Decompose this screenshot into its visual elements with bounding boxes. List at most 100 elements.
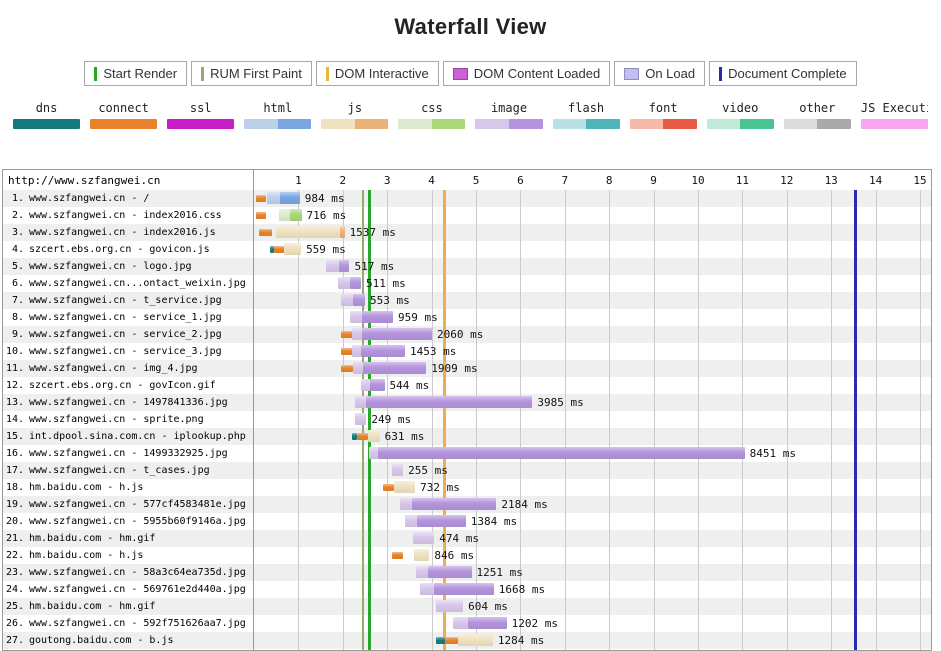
- waterfall-bar-dns[interactable]: [270, 246, 274, 253]
- waterfall-bar-image_light[interactable]: [453, 617, 468, 629]
- request-row[interactable]: 3. www.szfangwei.cn - index2016.js: [3, 224, 253, 241]
- waterfall-bar-image_dark[interactable]: [412, 498, 497, 510]
- event-legend-item-start-render: Start Render: [84, 61, 188, 86]
- waterfall-bar-html_light[interactable]: [267, 192, 280, 204]
- waterfall-bar-image_light[interactable]: [326, 260, 339, 272]
- request-row[interactable]: 5. www.szfangwei.cn - logo.jpg: [3, 258, 253, 275]
- waterfall-bar-image_dark[interactable]: [352, 294, 365, 306]
- request-row[interactable]: 25. hm.baidu.com - hm.gif: [3, 598, 253, 615]
- waterfall-bar-image_light[interactable]: [436, 600, 464, 612]
- waterfall-bar-image_dark[interactable]: [369, 379, 385, 391]
- request-row[interactable]: 18. hm.baidu.com - h.js: [3, 479, 253, 496]
- waterfall-bar-image_light[interactable]: [391, 464, 404, 476]
- request-row[interactable]: 1. www.szfangwei.cn - /: [3, 190, 253, 207]
- waterfall-bar-image_light[interactable]: [404, 515, 417, 527]
- waterfall-bar-image_light[interactable]: [350, 311, 362, 323]
- waterfall-bar-html_dark[interactable]: [279, 192, 300, 204]
- waterfall-bar-image_dark[interactable]: [361, 345, 405, 357]
- request-row[interactable]: 10. www.szfangwei.cn - service_3.jpg: [3, 343, 253, 360]
- phase-legend-swatch: [629, 119, 697, 129]
- request-number: 25.: [5, 601, 24, 612]
- waterfall-bar-connect[interactable]: [256, 212, 266, 219]
- request-row[interactable]: 7. www.szfangwei.cn - t_service.jpg: [3, 292, 253, 309]
- waterfall-bar-dns[interactable]: [435, 637, 446, 644]
- waterfall-bar-image_dark[interactable]: [361, 311, 393, 323]
- waterfall-bar-image_dark[interactable]: [363, 362, 427, 374]
- request-row[interactable]: 2. www.szfangwei.cn - index2016.css: [3, 207, 253, 224]
- waterfall-bar-image_dark[interactable]: [366, 396, 533, 408]
- waterfall-bar-image_dark[interactable]: [361, 328, 433, 340]
- waterfall-bar-connect[interactable]: [259, 229, 272, 236]
- waterfall-bar-image_dark[interactable]: [416, 515, 466, 527]
- waterfall-bar-image_light[interactable]: [369, 447, 378, 459]
- waterfall-bar-connect[interactable]: [445, 637, 459, 644]
- waterfall-bar-image_light[interactable]: [351, 328, 362, 340]
- gridline: [698, 190, 699, 650]
- waterfall-bar-image_light[interactable]: [355, 396, 367, 408]
- waterfall-bar-image_light[interactable]: [416, 566, 429, 578]
- request-row[interactable]: 12. szcert.ebs.org.cn - govIcon.gif: [3, 377, 253, 394]
- waterfall-bar-image_light[interactable]: [351, 345, 362, 357]
- request-row[interactable]: 21. hm.baidu.com - hm.gif: [3, 530, 253, 547]
- waterfall-bar-connect[interactable]: [273, 246, 284, 253]
- phase-legend-swatch: [244, 119, 312, 129]
- waterfall-bar-connect[interactable]: [341, 365, 353, 372]
- waterfall-bar-image_dark[interactable]: [338, 260, 350, 272]
- waterfall-bar-connect[interactable]: [382, 484, 394, 491]
- row-stripe: [3, 190, 931, 207]
- request-row[interactable]: 15. int.dpool.sina.com.cn - iplookup.php: [3, 428, 253, 445]
- waterfall-bar-js_light[interactable]: [283, 243, 302, 255]
- waterfall-bar-connect[interactable]: [340, 348, 352, 355]
- waterfall-bar-js_light[interactable]: [276, 226, 340, 238]
- waterfall-bar-connect[interactable]: [340, 331, 352, 338]
- waterfall-bar-js_dark[interactable]: [339, 226, 345, 238]
- request-row[interactable]: 26. www.szfangwei.cn - 592f751626aa7.jpg: [3, 615, 253, 632]
- request-number: 24.: [5, 584, 24, 595]
- waterfall-bar-image_light[interactable]: [338, 277, 351, 289]
- waterfall-bar-js_light[interactable]: [367, 430, 380, 442]
- request-row[interactable]: 27. goutong.baidu.com - b.js: [3, 632, 253, 649]
- axis-tick-label: 4: [428, 174, 435, 187]
- waterfall-bar-connect[interactable]: [391, 552, 404, 559]
- waterfall-bar-image_light[interactable]: [399, 498, 413, 510]
- waterfall-bar-image_light[interactable]: [360, 379, 370, 391]
- axis-tick-label: 5: [472, 174, 480, 187]
- waterfall-bar-dns[interactable]: [351, 433, 358, 440]
- waterfall-bar-image_dark[interactable]: [428, 566, 472, 578]
- duration-label: 1202 ms: [511, 617, 558, 630]
- request-row[interactable]: 6. www.szfangwei.cn...ontact_weixin.jpg: [3, 275, 253, 292]
- waterfall-bar-image_light[interactable]: [413, 532, 435, 544]
- request-row[interactable]: 9. www.szfangwei.cn - service_2.jpg: [3, 326, 253, 343]
- request-row[interactable]: 4. szcert.ebs.org.cn - govicon.js: [3, 241, 253, 258]
- duration-label: 1384 ms: [470, 515, 518, 528]
- phase-legend-item-html: html: [239, 101, 316, 129]
- request-row[interactable]: 16. www.szfangwei.cn - 1499332925.jpg: [3, 445, 253, 462]
- request-row[interactable]: 11. www.szfangwei.cn - img_4.jpg: [3, 360, 253, 377]
- waterfall-bar-image_dark[interactable]: [467, 617, 507, 629]
- request-row[interactable]: 8. www.szfangwei.cn - service_1.jpg: [3, 309, 253, 326]
- duration-label: 2184 ms: [501, 498, 548, 511]
- waterfall-bar-js_light[interactable]: [413, 549, 430, 561]
- request-row[interactable]: 19. www.szfangwei.cn - 577cf4583481e.jpg: [3, 496, 253, 513]
- waterfall-bar-image_dark[interactable]: [350, 277, 361, 289]
- request-row[interactable]: 24. www.szfangwei.cn - 569761e2d440a.jpg: [3, 581, 253, 598]
- waterfall-bar-connect[interactable]: [357, 433, 368, 440]
- request-row[interactable]: 20. www.szfangwei.cn - 5955b60f9146a.jpg: [3, 513, 253, 530]
- waterfall-bar-css_dark[interactable]: [289, 209, 302, 221]
- waterfall-bar-image_dark[interactable]: [434, 583, 494, 595]
- waterfall-bar-image_light[interactable]: [353, 362, 364, 374]
- waterfall-bar-css_light[interactable]: [278, 209, 290, 221]
- request-row[interactable]: 17. www.szfangwei.cn - t_cases.jpg: [3, 462, 253, 479]
- waterfall-bar-js_light[interactable]: [458, 634, 493, 646]
- request-row[interactable]: 23. www.szfangwei.cn - 58a3c64ea735d.jpg: [3, 564, 253, 581]
- request-row[interactable]: 13. www.szfangwei.cn - 1497841336.jpg: [3, 394, 253, 411]
- waterfall-bar-image_dark[interactable]: [377, 447, 745, 459]
- request-row[interactable]: 22. hm.baidu.com - h.js: [3, 547, 253, 564]
- waterfall-bar-image_light[interactable]: [355, 413, 367, 425]
- phase-legend-item-other: other: [779, 101, 856, 129]
- waterfall-bar-image_light[interactable]: [419, 583, 435, 595]
- waterfall-bar-image_light[interactable]: [340, 294, 353, 306]
- request-row[interactable]: 14. www.szfangwei.cn - sprite.png: [3, 411, 253, 428]
- waterfall-bar-connect[interactable]: [256, 195, 267, 202]
- waterfall-bar-js_light[interactable]: [393, 481, 416, 493]
